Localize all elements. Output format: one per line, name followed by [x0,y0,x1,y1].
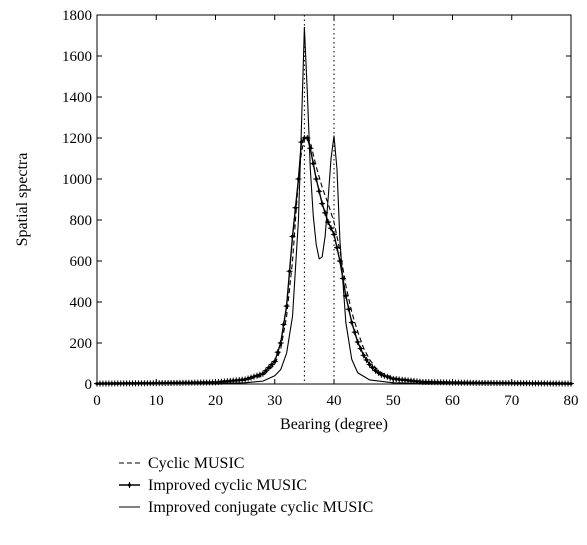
legend-item: Improved conjugate cyclic MUSIC [119,499,373,516]
legend: Cyclic MUSIC Improved cyclic MUSIC Improve… [119,455,373,516]
y-tick-label: 1600 [62,49,92,65]
legend-label: Improved cyclic MUSIC [148,477,307,494]
series-point [280,321,287,328]
x-tick-label: 10 [149,393,164,409]
x-tick-label: 30 [267,393,282,409]
series-point [268,361,275,368]
y-tick-label: 200 [70,336,93,352]
series-point [328,225,335,232]
legend-marker [126,482,133,488]
legend-label: Improved conjugate cyclic MUSIC [148,499,373,516]
series-point [345,306,352,313]
series-point [292,204,299,211]
series-point [357,345,364,352]
legend-item: Cyclic MUSIC [119,455,244,472]
x-tick-label: 50 [386,393,401,409]
series-point [331,231,337,238]
series-point [310,160,317,167]
series-point [283,303,290,310]
series-point [351,329,358,336]
series-point [274,349,281,356]
series-point [348,319,355,326]
y-axis-title: Spatial spectra [14,153,31,247]
y-tick-label: 1200 [62,131,92,147]
series-point [354,338,361,345]
x-tick-label: 60 [445,393,460,409]
y-tick-label: 800 [70,213,93,229]
legend-item: Improved cyclic MUSIC [119,477,307,494]
y-tick-label: 400 [70,295,93,311]
series-point [366,361,373,368]
y-tick-label: 1800 [62,8,92,24]
x-tick-label: 70 [504,393,519,409]
series-point [369,364,376,371]
reference-lines [303,15,335,384]
series-point [289,233,296,240]
x-tick-label: 40 [327,393,342,409]
y-tick-label: 1400 [62,90,92,106]
series-point [265,364,272,371]
series-point [333,244,340,251]
series-point [313,176,320,182]
y-tick-label: 1000 [62,172,92,188]
y-tick-label: 0 [85,377,93,393]
series-point [316,188,323,195]
series-point [360,352,367,359]
series-layer [94,26,574,387]
x-tick-label: 80 [564,393,579,409]
series-point [277,340,284,346]
x-tick-label: 20 [208,393,223,409]
ticks-layer: 0 10 20 30 40 50 60 70 8002004006008001000120014… [62,8,579,409]
series-point [271,358,278,365]
x-axis-title: Bearing (degree) [280,416,388,433]
x-tick-label: 0 [93,393,101,409]
y-tick-label: 600 [70,254,93,270]
legend-label: Cyclic MUSIC [148,455,244,472]
series-point [319,200,326,207]
series-point [363,356,370,363]
series-point [262,367,269,374]
series-point [259,370,266,377]
series-point [286,268,293,275]
series-2 [94,135,574,387]
